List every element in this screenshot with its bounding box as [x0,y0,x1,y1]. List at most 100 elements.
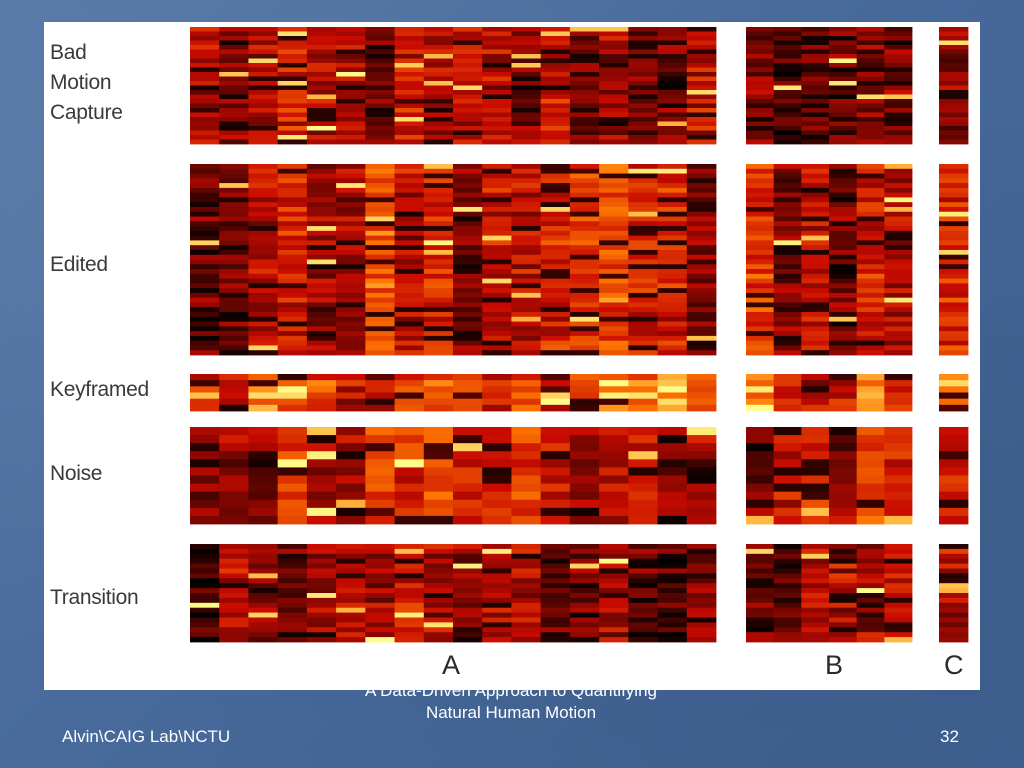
heatmap-cell [884,563,913,569]
heatmap-cell [569,94,600,100]
heatmap-cell [773,259,802,265]
heatmap-cell [219,54,249,59]
heatmap-cell [540,573,571,579]
heatmap-cell [423,483,454,493]
heatmap-cell [277,637,308,643]
heatmap-cell [190,164,220,170]
heatmap-cell [482,427,512,436]
heatmap-cell [511,548,542,555]
heatmap-cell [277,558,308,564]
heatmap-cell [511,602,542,609]
heatmap-cell [511,283,542,289]
heatmap-cell [306,54,337,59]
heatmap-cell [423,345,454,351]
heatmap-cell [856,164,885,170]
heatmap-cell [628,90,658,95]
heatmap-cell [746,135,775,140]
heatmap-cell [511,139,542,145]
heatmap-cell [686,627,717,633]
heatmap-cell [686,36,717,41]
heatmap-cell [569,230,600,237]
heatmap-cell [569,183,600,189]
heatmap-cell [511,612,542,618]
heatmap-cell [277,40,308,46]
heatmap-cell [219,435,249,444]
heatmap-cell [453,558,483,564]
heatmap-cell [856,226,885,232]
heatmap-cell [884,27,913,32]
heatmap-cell [599,563,629,569]
heatmap-cell [306,627,337,633]
heatmap-cell [829,316,858,322]
heatmap-cell [801,81,830,86]
heatmap-cell [482,187,512,194]
heatmap-cell [540,226,571,232]
heatmap-cell [829,515,858,525]
heatmap-cell [453,90,483,95]
heatmap-cell [394,316,425,322]
heatmap-cell [248,40,279,46]
heatmap-cell [801,216,830,222]
heatmap-cell [511,168,542,174]
heatmap-cell [746,588,775,594]
heatmap-cell [569,288,600,294]
heatmap-cell [365,139,395,145]
heatmap-cell [453,67,483,73]
heatmap-cell [884,380,913,387]
heatmap-cell [190,112,220,118]
heatmap-cell [365,108,395,113]
heatmap-cell [190,593,220,599]
heatmap-cell [686,544,717,550]
heatmap-cell [746,49,775,55]
heatmap-cell [829,27,858,32]
heatmap-cell [190,350,220,356]
heatmap-cell [511,398,542,406]
heatmap-cell [628,139,658,145]
heatmap-cell [540,173,571,179]
heatmap-cell [453,27,483,32]
heatmap-cell [277,49,308,55]
heatmap-cell [884,632,913,638]
heatmap-cell [482,597,512,604]
heatmap-cell [856,335,885,342]
heatmap-cell [394,221,425,227]
heatmap-cell [306,386,337,393]
heatmap-cell [453,386,483,393]
figure-image: Bad Motion Capture Edited Keyframed Nois… [44,22,980,690]
heatmap-cell [277,380,308,387]
heatmap-cell [511,226,542,232]
heatmap-cell [569,398,600,406]
heatmap-cell [482,67,512,73]
heatmap-cell [746,597,775,604]
heatmap-cell [628,117,658,122]
heatmap-cell [856,340,885,346]
heatmap-cell [336,49,366,55]
heatmap-cell [423,130,454,136]
heatmap-cell [540,637,571,643]
heatmap-cell [190,568,220,574]
heatmap-cell [336,230,366,237]
heatmap-cell [599,544,629,550]
heatmap-cell [306,76,337,82]
heatmap-cell [248,249,279,256]
heatmap-cell [394,617,425,623]
heatmap-cell [856,173,885,179]
heatmap-cell [248,90,279,95]
heatmap-cell [657,288,688,294]
heatmap-cell [657,321,688,327]
heatmap-cell [829,622,858,628]
heatmap-cell [423,374,454,381]
heatmap-cell [599,245,629,251]
heatmap-cell [569,583,600,589]
heatmap-cell [336,292,366,299]
heatmap-cell [482,90,512,95]
heatmap-cell [856,321,885,327]
heatmap-cell [453,192,483,198]
heatmap-cell [482,230,512,237]
heatmap-cell [248,211,279,217]
heatmap-cell [884,404,913,412]
heatmap-cell [277,302,308,308]
heatmap-cell [306,612,337,618]
heatmap-cell [856,443,885,452]
heatmap-cell [569,245,600,251]
